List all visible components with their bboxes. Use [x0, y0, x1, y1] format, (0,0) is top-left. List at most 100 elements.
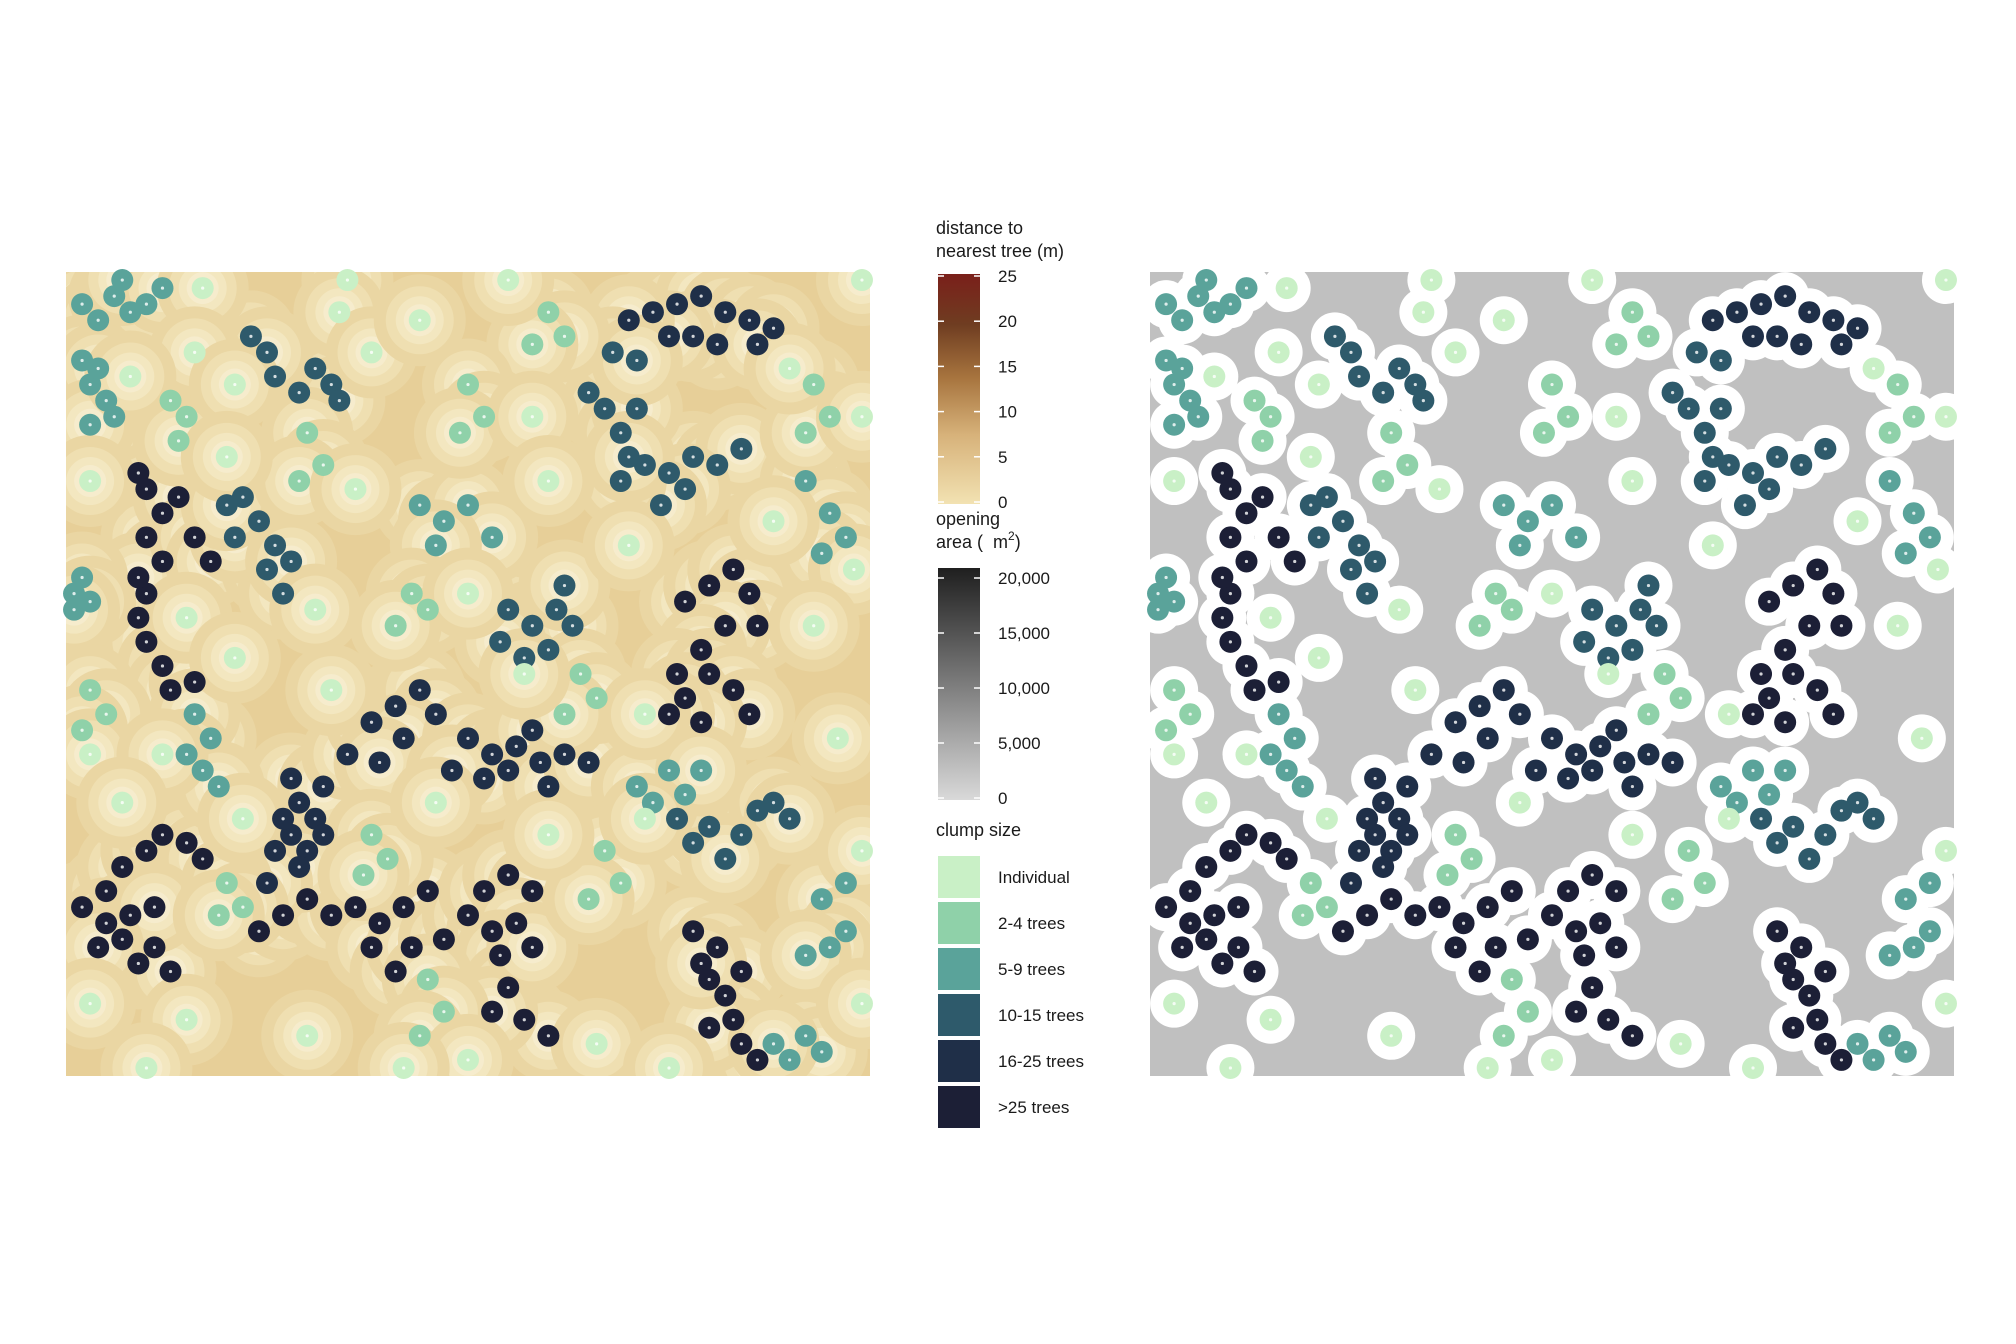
clump-legend-title: clump size: [936, 820, 1021, 840]
tree-point-center: [788, 366, 792, 371]
tree-point-center: [329, 382, 333, 387]
tree-point-center: [257, 519, 261, 523]
tree-point-center: [1349, 881, 1353, 885]
tree-point-center: [1437, 487, 1442, 491]
tree-point-center: [1775, 841, 1779, 845]
tree-point-center: [643, 463, 647, 467]
tree-point-center: [458, 431, 462, 435]
tree-point-center: [747, 712, 752, 716]
tree-point-center: [1944, 278, 1948, 282]
clump-legend-label: 2-4 trees: [998, 914, 1065, 933]
tree-point-center: [1719, 358, 1723, 363]
tree-point-center: [1285, 768, 1289, 773]
tree-point-center: [233, 656, 237, 660]
tree-point-center: [804, 953, 808, 958]
tree-point-center: [361, 873, 366, 877]
tree-point-center: [1767, 696, 1771, 700]
tree-point-center: [707, 1026, 711, 1030]
tree-point-center: [1453, 350, 1458, 354]
tree-point-center: [1269, 752, 1273, 757]
tree-point-center: [1518, 543, 1522, 547]
tree-point-center: [209, 559, 213, 564]
tree-point-center: [1896, 382, 1900, 387]
tree-point-center: [530, 342, 534, 346]
tree-point-center: [683, 793, 687, 797]
tree-point-center: [546, 833, 551, 837]
tree-point-center: [1494, 592, 1498, 596]
tree-point-center: [1164, 905, 1168, 909]
tree-point-center: [562, 712, 567, 716]
tree-point-center: [691, 929, 695, 933]
tree-point-center: [860, 415, 864, 419]
tree-point-center: [482, 889, 486, 893]
tree-point-center: [144, 640, 148, 644]
tree-point-center: [506, 768, 510, 773]
clump-legend-swatch: [938, 856, 980, 898]
tree-point-center: [1526, 937, 1530, 941]
tree-point-center: [723, 994, 727, 998]
tree-point-center: [1196, 294, 1200, 298]
tree-point-center: [1172, 382, 1176, 387]
distance-colorbar-ticks: 25 20 15 10 5 0: [938, 267, 1017, 512]
tree-point-center: [160, 833, 165, 837]
tree-point-center: [707, 583, 711, 588]
tree-point-center: [394, 704, 398, 708]
tree-point-center: [426, 608, 430, 612]
tree-point-center: [1944, 849, 1948, 853]
tree-point-center: [128, 913, 132, 917]
clump-legend-swatch: [938, 948, 980, 990]
tree-point-center: [201, 768, 205, 773]
tree-point-center: [1510, 977, 1514, 982]
tree-point-center: [699, 720, 703, 724]
tree-point-center: [1397, 366, 1401, 371]
tree-point-center: [321, 784, 325, 789]
tree-point-center: [88, 382, 92, 387]
tree-point-center: [1630, 784, 1634, 789]
tree-point-center: [546, 648, 551, 652]
tree-point-center: [723, 310, 727, 314]
tree-point-center: [289, 776, 293, 781]
tree-point-center: [1204, 865, 1208, 869]
tree-point-center: [377, 760, 382, 765]
tree-point-center: [1630, 1034, 1634, 1038]
tree-point-center: [570, 624, 575, 628]
left-map-panel: [63, 269, 873, 1079]
tree-point-center: [185, 1018, 189, 1022]
tree-point-center: [1590, 873, 1594, 877]
tree-point-center: [168, 688, 173, 692]
tree-point-center: [587, 391, 591, 395]
tree-point-center: [1252, 969, 1257, 974]
tree-point-center: [699, 961, 703, 966]
tree-point-center: [530, 945, 534, 949]
tree-point-center: [1783, 294, 1787, 298]
tree-point-center: [217, 784, 221, 789]
tree-point-center: [1630, 833, 1634, 837]
tree-point-center: [587, 897, 591, 901]
opening-tick-label: 5,000: [998, 734, 1041, 753]
tree-point-center: [1212, 374, 1216, 379]
tree-point-center: [80, 728, 84, 732]
tree-point-center: [1478, 624, 1482, 628]
tree-point-center: [1204, 937, 1208, 941]
tree-point-center: [771, 519, 776, 523]
tree-point-center: [1839, 809, 1844, 813]
tree-point-center: [1164, 575, 1168, 580]
tree-point-center: [418, 1034, 422, 1038]
tree-point-center: [530, 889, 534, 893]
tree-point-center: [289, 833, 293, 837]
tree-point-center: [1775, 455, 1779, 459]
tree-point-center: [747, 318, 752, 322]
tree-point-center: [241, 817, 245, 821]
tree-point-center: [635, 407, 639, 411]
tree-point-center: [627, 455, 631, 459]
tree-point-center: [104, 921, 108, 925]
tree-point-center: [1823, 969, 1827, 974]
opening-legend: opening area (m2) 20,000 15,000 10,000 5,00…: [936, 509, 1050, 808]
tree-point-center: [1518, 801, 1522, 805]
tree-point-center: [1791, 977, 1795, 982]
tree-point-center: [1646, 583, 1651, 588]
clump-legend-label: Individual: [998, 868, 1070, 887]
tree-point-center: [828, 511, 832, 515]
tree-point-center: [386, 857, 390, 861]
tree-point-center: [434, 801, 438, 805]
